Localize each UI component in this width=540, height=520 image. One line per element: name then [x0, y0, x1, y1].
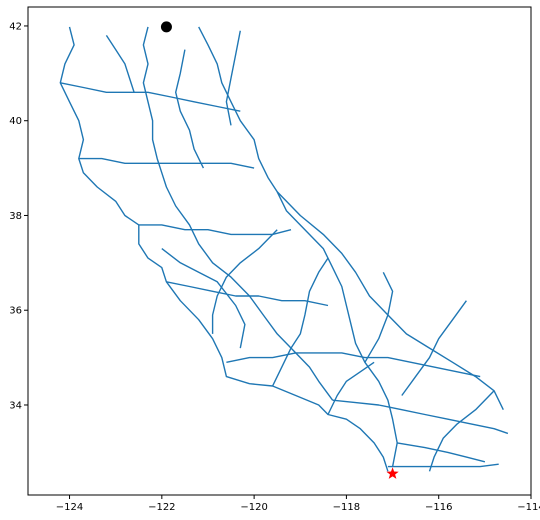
road-segment [105, 35, 135, 93]
x-tick-label: −122 [148, 502, 175, 513]
y-axis-ticks: 34 36 38 40 42 [9, 21, 28, 411]
road-segment [271, 257, 329, 387]
road-segment [211, 229, 278, 334]
x-tick-label: −124 [56, 502, 83, 513]
y-tick-label: 42 [9, 21, 22, 32]
x-tick-label: −114 [517, 502, 540, 513]
road-segment [161, 248, 246, 349]
road-segment [60, 82, 241, 112]
x-tick-label: −120 [240, 502, 267, 513]
x-tick-label: −116 [425, 502, 452, 513]
road-segment [397, 442, 486, 463]
end-marker [386, 467, 399, 479]
x-tick-label: −118 [333, 502, 360, 513]
road-segment [166, 281, 329, 307]
plot-frame [27, 6, 532, 496]
y-tick-label: 34 [9, 400, 22, 411]
road-segment [78, 157, 255, 169]
x-axis-ticks: −124 −122 −120 −118 −116 −114 [56, 495, 540, 513]
road-segment [225, 30, 241, 126]
start-marker [160, 21, 172, 33]
road-segment [226, 352, 481, 378]
road-segment [59, 26, 389, 472]
road-segment [198, 26, 398, 467]
road-segment [327, 361, 375, 415]
y-tick-label: 36 [9, 306, 22, 317]
road-segment [401, 300, 467, 396]
road-segment [332, 399, 509, 435]
y-tick-label: 40 [9, 116, 22, 127]
route-markers [160, 21, 399, 479]
road-segment [174, 49, 205, 169]
road-segment [428, 390, 495, 472]
road-network [59, 26, 509, 472]
road-segment [387, 463, 499, 468]
road-segment [364, 271, 394, 363]
road-segment [138, 224, 292, 236]
y-tick-label: 38 [9, 211, 22, 222]
